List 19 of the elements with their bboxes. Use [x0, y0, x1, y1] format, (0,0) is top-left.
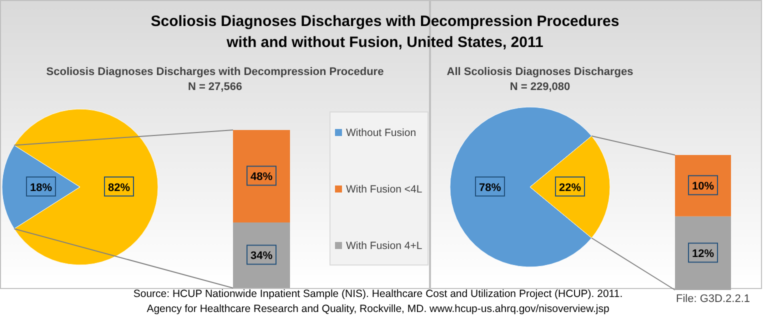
legend-label: Without Fusion [346, 127, 416, 139]
data-label: 48% [250, 171, 273, 184]
text: Agency for Healthcare Research and Quality, Rockville, MD. www.hcup-us.ahrq.gov/nisoverview.jsp [146, 303, 610, 315]
data-label: 78% [478, 182, 502, 194]
data-label: 22% [558, 182, 582, 194]
legend-label: With Fusion 4+L [346, 240, 422, 252]
data-label: 82% [108, 182, 130, 194]
annotation: Source: HCUP Nationwide Inpatient Sample (NIS). Healthcare Cost and Utilization Project (HCUP). 2011. [133, 288, 623, 300]
text: N = 229,080 [510, 81, 570, 93]
chart-subtitle: Scoliosis Diagnoses Discharges with Decompression Procedure [46, 66, 384, 78]
data-label: 10% [692, 180, 714, 193]
text: N = 27,566 [188, 81, 242, 93]
legend-label: With Fusion <4L [346, 184, 422, 196]
data-label: 18% [30, 182, 52, 194]
chart-subtitle: All Scoliosis Diagnoses Discharges [446, 66, 634, 78]
text: File: G3D.2.2.1 [676, 293, 750, 305]
data-label: 12% [692, 248, 714, 260]
data-label: 34% [250, 250, 273, 262]
chart-title: Scoliosis Diagnoses Discharges with Decompression Procedures with and without Fusion, United States, 2011 [150, 13, 620, 51]
